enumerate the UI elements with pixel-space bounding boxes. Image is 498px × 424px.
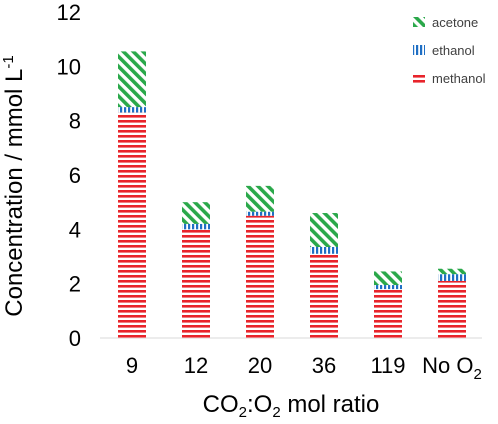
bars (118, 51, 466, 339)
legend-label-methanol: methanol (432, 71, 486, 86)
x-axis-title-part-o: :O (247, 391, 272, 418)
y-axis-title-sup: -1 (0, 55, 17, 68)
bar-segment-methanol (310, 253, 338, 338)
bar-segment-acetone (118, 51, 146, 108)
x-tick-label-main: 119 (370, 353, 405, 378)
x-tick-label: 20 (248, 353, 272, 378)
x-tick-label: 119 (370, 353, 405, 378)
bar-segment-ethanol (246, 211, 274, 216)
x-tick-label-sub: 2 (474, 366, 482, 383)
legend-swatch-acetone (413, 17, 425, 27)
legend-swatch-methanol (413, 73, 425, 83)
bar-segment-acetone (182, 202, 210, 224)
y-tick-label: 0 (69, 326, 81, 351)
bar-segment-ethanol (182, 223, 210, 230)
y-tick-label: 12 (57, 0, 81, 25)
legend: acetone ethanol methanol (413, 15, 486, 86)
y-axis: 0 2 4 6 8 10 12 (57, 0, 81, 351)
bar-segment-ethanol (438, 274, 466, 281)
y-axis-title-text: Concentration / mmol L (1, 69, 28, 317)
x-tick-label-main: No O (422, 353, 473, 378)
x-tick-label: 12 (184, 353, 208, 378)
x-axis-title-part-co: CO (203, 391, 239, 418)
x-tick-label: 9 (126, 353, 138, 378)
x-axis-title-part-rest: mol ratio (281, 391, 380, 418)
bar-segment-methanol (438, 280, 466, 338)
y-tick-label: 2 (69, 272, 81, 297)
x-tick-label: No O2 (422, 353, 482, 383)
bar-segment-ethanol (118, 107, 146, 113)
x-axis-title: CO2:O2 mol ratio (203, 391, 380, 421)
x-axis-title-sub-2: 2 (272, 404, 280, 421)
y-tick-label: 10 (57, 54, 81, 79)
legend-label-ethanol: ethanol (432, 43, 475, 58)
y-tick-label: 4 (69, 217, 81, 242)
bar-segment-acetone (246, 185, 274, 212)
bar-segment-ethanol (310, 246, 338, 254)
bar-segment-methanol (182, 229, 210, 338)
y-tick-label: 6 (69, 163, 81, 188)
bar-segment-methanol (118, 112, 146, 339)
y-tick-label: 8 (69, 109, 81, 134)
x-tick-label-main: 9 (126, 353, 138, 378)
bar-segment-acetone (438, 268, 466, 275)
bar-segment-acetone (374, 271, 402, 286)
x-axis: 9 12 20 36 119 No O2 (100, 337, 482, 383)
x-tick-label-main: 20 (248, 353, 272, 378)
bar-segment-ethanol (374, 285, 402, 290)
x-tick-label-main: 36 (312, 353, 336, 378)
bar-segment-methanol (374, 289, 402, 338)
legend-label-acetone: acetone (432, 15, 478, 30)
legend-swatch-ethanol (413, 45, 425, 55)
y-axis-title: Concentration / mmol L-1 (0, 55, 28, 316)
x-tick-label-main: 12 (184, 353, 208, 378)
bar-segment-methanol (246, 215, 274, 338)
x-axis-title-sub-1: 2 (239, 404, 247, 421)
x-tick-label: 36 (312, 353, 336, 378)
bar-segment-acetone (310, 213, 338, 247)
